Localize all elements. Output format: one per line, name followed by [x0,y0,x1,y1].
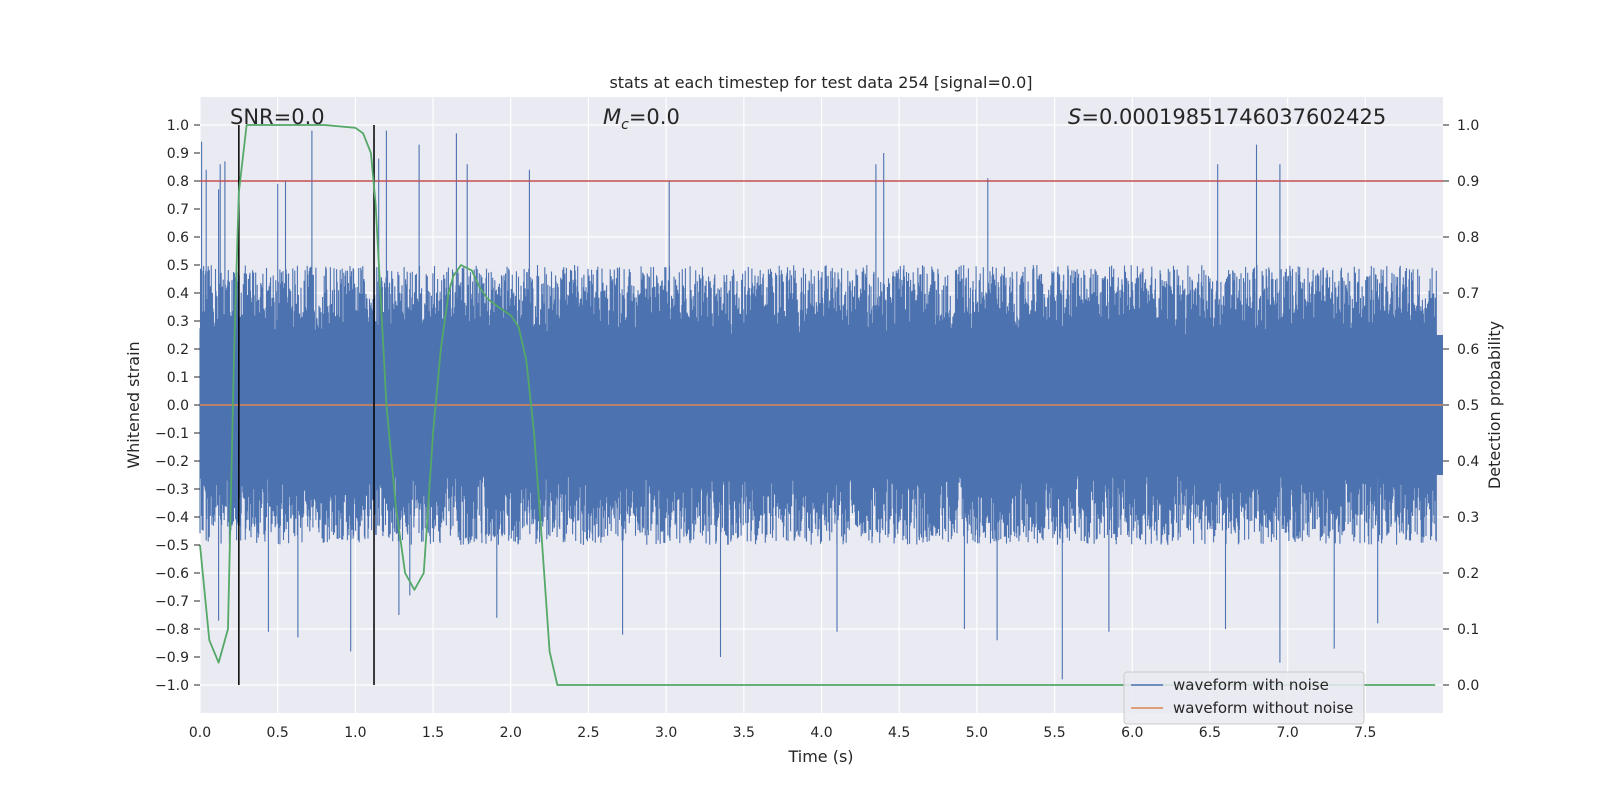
y-axis-ticks: 1.0 0.9 0.8 0.7 0.6 0.5 0.4 0.3 0.2 0.1 0.0 −0.1 −0.… [155,118,200,694]
y-tick-label: 0.1 [167,370,189,386]
y-tick-label: −0.2 [155,454,189,470]
y2-tick-label: 0.0 [1457,678,1479,694]
y-axis-label: Whitened strain [124,341,143,468]
x-tick-label: 5.0 [966,725,988,741]
x-tick-label: 2.5 [577,725,599,741]
y2-tick-label: 0.3 [1457,510,1479,526]
chirp-mass-annotation: Mc=0.0 [603,105,680,133]
y2-tick-label: 1.0 [1457,118,1479,134]
legend-box [1123,671,1365,725]
y-tick-label: 0.5 [167,258,189,274]
y-tick-label: −1.0 [155,678,189,694]
y-tick-label: 0.3 [167,314,189,330]
snr-annotation: SNR=0.0 [230,105,325,129]
y-tick-label: 0.4 [167,286,189,302]
y-tick-label: 1.0 [167,118,189,134]
x-tick-label: 6.5 [1199,725,1221,741]
x-tick-label: 7.0 [1276,725,1298,741]
y2-tick-label: 0.9 [1457,174,1479,190]
chirp-mass-subscript: c [621,117,629,133]
y2-tick-label: 0.1 [1457,622,1479,638]
y2-axis-label: Detection probability [1485,321,1504,489]
y2-tick-label: 0.8 [1457,230,1479,246]
x-tick-label: 0.0 [189,725,211,741]
chirp-mass-symbol: M [603,105,621,129]
x-tick-label: 5.5 [1043,725,1065,741]
y-tick-label: 0.6 [167,230,189,246]
x-tick-label: 4.5 [888,725,910,741]
y2-axis-ticks: 1.0 0.9 0.8 0.7 0.6 0.5 0.4 0.3 0.2 0.1 0.0 [1443,118,1479,694]
y-tick-label: −0.8 [155,622,189,638]
y2-tick-label: 0.6 [1457,342,1479,358]
statistic-annotation: S=0.00019851746037602425 [1068,105,1386,129]
x-tick-label: 7.5 [1354,725,1376,741]
legend: waveform with noise waveform without noi… [1123,671,1365,725]
y-tick-label: 0.7 [167,202,189,218]
x-axis-ticks: 0.0 0.5 1.0 1.5 2.0 2.5 3.0 3.5 4.0 4.5 5.0 5.5 6.0 6… [189,725,1377,741]
x-tick-label: 4.0 [810,725,832,741]
x-tick-label: 2.0 [500,725,522,741]
x-tick-label: 1.0 [344,725,366,741]
y-tick-label: −0.3 [155,482,189,498]
y2-tick-label: 0.4 [1457,454,1479,470]
y-tick-label: −0.4 [155,510,189,526]
x-axis-label: Time (s) [787,747,853,766]
plot-area [199,124,1443,686]
chart-title: stats at each timestep for test data 254… [609,73,1032,92]
y-tick-label: −0.7 [155,594,189,610]
y-tick-label: 0.0 [167,398,189,414]
x-tick-label: 1.5 [422,725,444,741]
detection-probability-line [199,124,1436,686]
y-tick-label: 0.2 [167,342,189,358]
x-tick-label: 3.0 [655,725,677,741]
y2-tick-label: 0.2 [1457,566,1479,582]
y2-tick-label: 0.7 [1457,286,1479,302]
chirp-mass-value: =0.0 [629,105,680,129]
y-tick-label: 0.8 [167,174,189,190]
x-tick-label: 3.5 [733,725,755,741]
x-tick-label: 6.0 [1121,725,1143,741]
legend-label-noisy: waveform with noise [1173,676,1329,694]
y-tick-label: −0.9 [155,650,189,666]
y-tick-label: −0.5 [155,538,189,554]
y-tick-label: −0.6 [155,566,189,582]
y-tick-label: −0.1 [155,426,189,442]
y2-tick-label: 0.5 [1457,398,1479,414]
statistic-symbol: S [1068,105,1081,129]
y-tick-label: 0.9 [167,146,189,162]
legend-label-clean: waveform without noise [1173,699,1353,717]
statistic-value: =0.00019851746037602425 [1081,105,1386,129]
x-tick-label: 0.5 [267,725,289,741]
